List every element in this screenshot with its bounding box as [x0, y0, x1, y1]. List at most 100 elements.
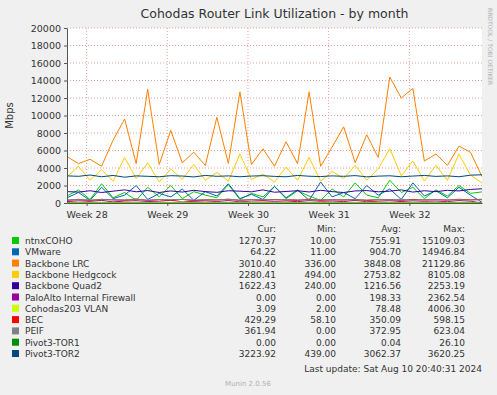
- legend-stat: 3.09: [256, 304, 276, 314]
- legend-label: BEC: [25, 315, 43, 325]
- legend-swatch: [12, 248, 19, 255]
- legend-swatch: [12, 350, 19, 357]
- y-tick-label: 0: [55, 198, 61, 209]
- legend-stat: 64.22: [250, 247, 276, 257]
- legend-label: Cohodas203 VLAN: [25, 304, 108, 314]
- legend-column-header: Avg:: [381, 224, 401, 234]
- legend-stat: 0.04: [381, 338, 401, 348]
- series-line: [67, 202, 482, 203]
- y-tick-label: 14000: [31, 75, 61, 86]
- legend-swatch: [12, 237, 19, 244]
- grid-line: [67, 28, 482, 29]
- legend-stat: 361.94: [245, 326, 277, 336]
- legend-stat: 3010.40: [239, 259, 276, 269]
- legend-swatch: [12, 294, 19, 301]
- generator: Munin 2.0.56: [225, 380, 271, 388]
- y-tick-mark: [64, 28, 67, 29]
- y-tick-mark: [64, 133, 67, 134]
- y-tick: 10000: [31, 110, 67, 121]
- series-lines: [67, 77, 482, 203]
- legend-stat: 3062.37: [364, 349, 401, 359]
- legend-stat: 3620.25: [428, 349, 465, 359]
- legend-stat: 11.00: [310, 247, 336, 257]
- series-line: [67, 182, 482, 202]
- series-line: [67, 199, 482, 201]
- y-grid: [67, 28, 482, 203]
- legend-swatch: [12, 260, 19, 267]
- legend-label: VMware: [25, 247, 61, 257]
- x-tick: Week 31: [309, 203, 350, 220]
- x-tick-label: Week 32: [389, 209, 430, 220]
- legend-stat: 350.09: [370, 315, 402, 325]
- y-tick-mark: [64, 46, 67, 47]
- series-line: [67, 200, 482, 203]
- legend-label: Backbone LRC: [25, 259, 89, 269]
- legend-column-header: Cur:: [257, 224, 276, 234]
- legend-stat: 198.33: [370, 293, 402, 303]
- y-tick-label: 20000: [31, 23, 61, 34]
- legend-stat: 2362.54: [428, 293, 465, 303]
- y-tick-label: 18000: [31, 40, 61, 51]
- y-tick-label: 4000: [37, 163, 61, 174]
- y-tick-label: 10000: [31, 110, 61, 121]
- grid-line: [67, 115, 482, 116]
- y-tick-mark: [64, 63, 67, 64]
- legend-stat: 15109.03: [422, 236, 465, 246]
- y-tick-mark: [64, 151, 67, 152]
- grid-line: [328, 28, 329, 203]
- y-tick: 12000: [31, 93, 67, 104]
- legend-swatch: [12, 305, 19, 312]
- legend-stat: 494.00: [305, 270, 337, 280]
- legend-stat: 336.00: [305, 259, 337, 269]
- legend-swatch: [12, 339, 19, 346]
- legend-stat: 4006.30: [428, 304, 465, 314]
- y-tick-label: 6000: [37, 145, 61, 156]
- y-axis-title: Mbps: [4, 102, 15, 129]
- y-tick-label: 16000: [31, 58, 61, 69]
- grid-line: [167, 28, 168, 203]
- legend-swatch: [12, 316, 19, 323]
- y-tick-label: 12000: [31, 93, 61, 104]
- legend-stat: 1216.56: [364, 281, 401, 291]
- series-line: [67, 77, 482, 177]
- legend-label: PaloAlto Internal Firewall: [25, 293, 136, 303]
- x-tick: Week 28: [67, 203, 108, 220]
- x-tick-mark: [329, 203, 330, 206]
- legend-stat: 2753.82: [364, 270, 401, 280]
- side-note: RRDTOOL / TOBI OETIKER: [487, 8, 494, 85]
- legend-stat: 439.00: [305, 349, 337, 359]
- legend-stat: 78.48: [375, 304, 401, 314]
- legend-swatch: [12, 271, 19, 278]
- x-tick-mark: [167, 203, 168, 206]
- x-axis-line: [68, 203, 483, 204]
- x-tick: Week 30: [228, 203, 269, 220]
- grid-line: [67, 203, 482, 204]
- plot-area: [67, 28, 482, 203]
- y-tick-label: 2000: [37, 180, 61, 191]
- title: Cohodas Router Link Utilization - by mon…: [141, 6, 409, 21]
- legend-stat: 21129.86: [422, 259, 465, 269]
- legend-stat: 0.00: [316, 338, 336, 348]
- legend-stat: 0.00: [256, 293, 276, 303]
- legend-stat: 14946.84: [422, 247, 465, 257]
- legend-column-header: Max:: [443, 224, 465, 234]
- series-line: [67, 149, 482, 183]
- y-tick-mark: [64, 203, 67, 204]
- legend-stat: 3223.92: [239, 349, 276, 359]
- legend-stat: 429.29: [245, 315, 277, 325]
- y-tick-mark: [64, 81, 67, 82]
- y-tick: 6000: [37, 145, 67, 156]
- legend-stat: 26.10: [439, 338, 465, 348]
- x-tick-mark: [248, 203, 249, 206]
- legend-stat: 2.00: [316, 304, 336, 314]
- legend-stat: 3848.08: [364, 259, 401, 269]
- y-axis-line: [67, 29, 68, 204]
- y-tick: 18000: [31, 40, 67, 51]
- x-axis: Week 28Week 29Week 30Week 31Week 32: [67, 203, 483, 220]
- y-tick-mark: [64, 98, 67, 99]
- y-tick-label: 8000: [37, 128, 61, 139]
- legend-stat: 623.04: [434, 326, 466, 336]
- legend-label: PEIF: [25, 326, 44, 336]
- series-line: [67, 189, 482, 193]
- legend-label: Backbone Hedgcock: [25, 270, 117, 280]
